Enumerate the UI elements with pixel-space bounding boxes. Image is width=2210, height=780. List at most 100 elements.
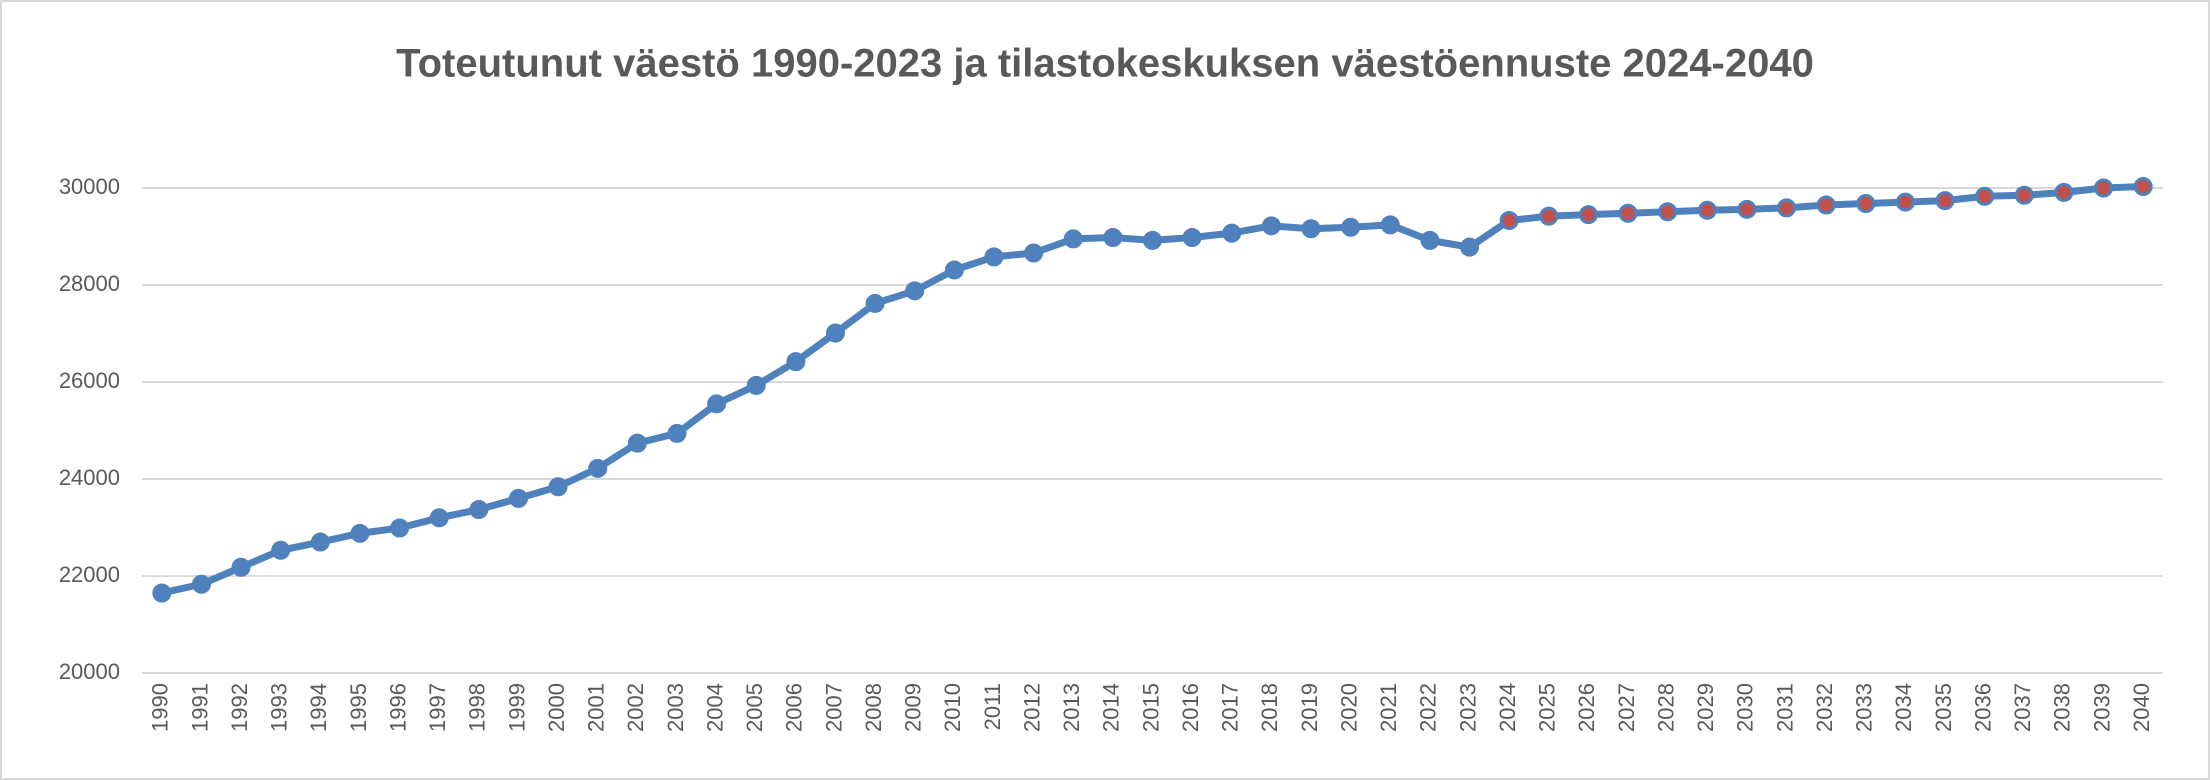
- data-point: [1658, 202, 1678, 222]
- data-point: [1539, 206, 1559, 226]
- data-point: [1697, 200, 1717, 220]
- data-point: [1935, 191, 1955, 211]
- data-point: [1261, 216, 1281, 236]
- x-tick-label: 2030: [1733, 683, 1758, 732]
- x-tick-label: 2024: [1495, 683, 1520, 732]
- x-tick-label: 2027: [1614, 683, 1639, 732]
- data-point: [984, 247, 1004, 267]
- x-tick-label: 1990: [148, 683, 173, 732]
- x-tick-label: 2016: [1178, 683, 1203, 732]
- data-point: [865, 293, 885, 313]
- data-point: [627, 433, 647, 453]
- data-point: [1420, 230, 1440, 250]
- x-tick-label: 1999: [504, 683, 529, 732]
- x-tick-label: 2025: [1535, 683, 1560, 732]
- data-point: [707, 394, 727, 414]
- x-tick-label: 2007: [821, 683, 846, 732]
- x-tick-label: 2037: [2010, 683, 2035, 732]
- x-tick-label: 1992: [227, 683, 252, 732]
- data-point: [548, 477, 568, 497]
- data-point: [1301, 219, 1321, 239]
- x-tick-label: 2018: [1257, 683, 1282, 732]
- data-point: [1618, 203, 1638, 223]
- x-tick-label: 2019: [1297, 683, 1322, 732]
- x-tick-label: 2013: [1059, 683, 1084, 732]
- data-point: [1578, 205, 1598, 225]
- x-tick-label: 2023: [1455, 683, 1480, 732]
- data-point: [1975, 186, 1995, 206]
- data-point: [271, 540, 291, 560]
- data-point: [905, 281, 925, 301]
- x-tick-label: 1994: [306, 683, 331, 732]
- x-tick-label: 1998: [465, 683, 490, 732]
- x-tick-label: 2000: [544, 683, 569, 732]
- y-tick-label: 30000: [59, 174, 120, 199]
- data-point: [2054, 182, 2074, 202]
- data-point: [1063, 229, 1083, 249]
- x-tick-label: 1993: [267, 683, 292, 732]
- data-point: [429, 508, 449, 528]
- x-tick-label: 2026: [1574, 683, 1599, 732]
- x-tick-label: 2004: [702, 683, 727, 732]
- x-tick-label: 2031: [1772, 683, 1797, 732]
- data-point: [2133, 177, 2153, 197]
- data-point: [350, 523, 370, 543]
- x-tick-label: 2039: [2089, 683, 2114, 732]
- data-point: [944, 260, 964, 280]
- data-point: [2094, 178, 2114, 198]
- data-point: [508, 488, 528, 508]
- y-tick-label: 28000: [59, 271, 120, 296]
- data-point: [667, 423, 687, 443]
- x-tick-label: 2033: [1852, 683, 1877, 732]
- data-point: [390, 518, 410, 538]
- x-tick-label: 2005: [742, 683, 767, 732]
- chart-title: Toteutunut väestö 1990-2023 ja tilastoke…: [396, 42, 1814, 86]
- data-point: [746, 375, 766, 395]
- x-tick-label: 2001: [584, 683, 609, 732]
- x-tick-label: 2008: [861, 683, 886, 732]
- data-point: [1222, 223, 1242, 243]
- x-tick-label: 2002: [623, 683, 648, 732]
- x-tick-label: 2036: [1970, 683, 1995, 732]
- y-tick-label: 20000: [59, 659, 120, 684]
- data-point: [310, 532, 330, 552]
- data-point: [1380, 215, 1400, 235]
- x-tick-label: 2029: [1693, 683, 1718, 732]
- x-tick-label: 1997: [425, 683, 450, 732]
- x-tick-label: 1996: [385, 683, 410, 732]
- data-point: [152, 583, 172, 603]
- y-tick-label: 22000: [59, 562, 120, 587]
- data-point: [1460, 237, 1480, 257]
- data-point: [1499, 210, 1519, 230]
- data-point: [1103, 227, 1123, 247]
- x-tick-label: 2020: [1336, 683, 1361, 732]
- x-tick-label: 2032: [1812, 683, 1837, 732]
- x-tick-label: 2021: [1376, 683, 1401, 732]
- data-point: [1895, 192, 1915, 212]
- x-tick-label: 2028: [1653, 683, 1678, 732]
- data-point: [1737, 199, 1757, 219]
- data-point: [469, 500, 489, 520]
- x-tick-label: 2010: [940, 683, 965, 732]
- x-tick-label: 2038: [2050, 683, 2075, 732]
- x-tick-label: 2035: [1931, 683, 1956, 732]
- x-tick-label: 1991: [187, 683, 212, 732]
- x-tick-label: 2017: [1218, 683, 1243, 732]
- data-point: [231, 557, 251, 577]
- data-point: [1816, 195, 1836, 215]
- x-tick-label: 2034: [1891, 683, 1916, 732]
- x-tick-label: 2040: [2129, 683, 2154, 732]
- data-point: [1182, 227, 1202, 247]
- x-tick-label: 2009: [901, 683, 926, 732]
- data-point: [1777, 198, 1797, 218]
- data-point: [825, 323, 845, 343]
- x-tick-label: 1995: [346, 683, 371, 732]
- data-point: [588, 458, 608, 478]
- data-point: [1856, 194, 1876, 214]
- data-point: [191, 574, 211, 594]
- y-tick-label: 24000: [59, 465, 120, 490]
- x-tick-label: 2015: [1138, 683, 1163, 732]
- x-tick-label: 2012: [1019, 683, 1044, 732]
